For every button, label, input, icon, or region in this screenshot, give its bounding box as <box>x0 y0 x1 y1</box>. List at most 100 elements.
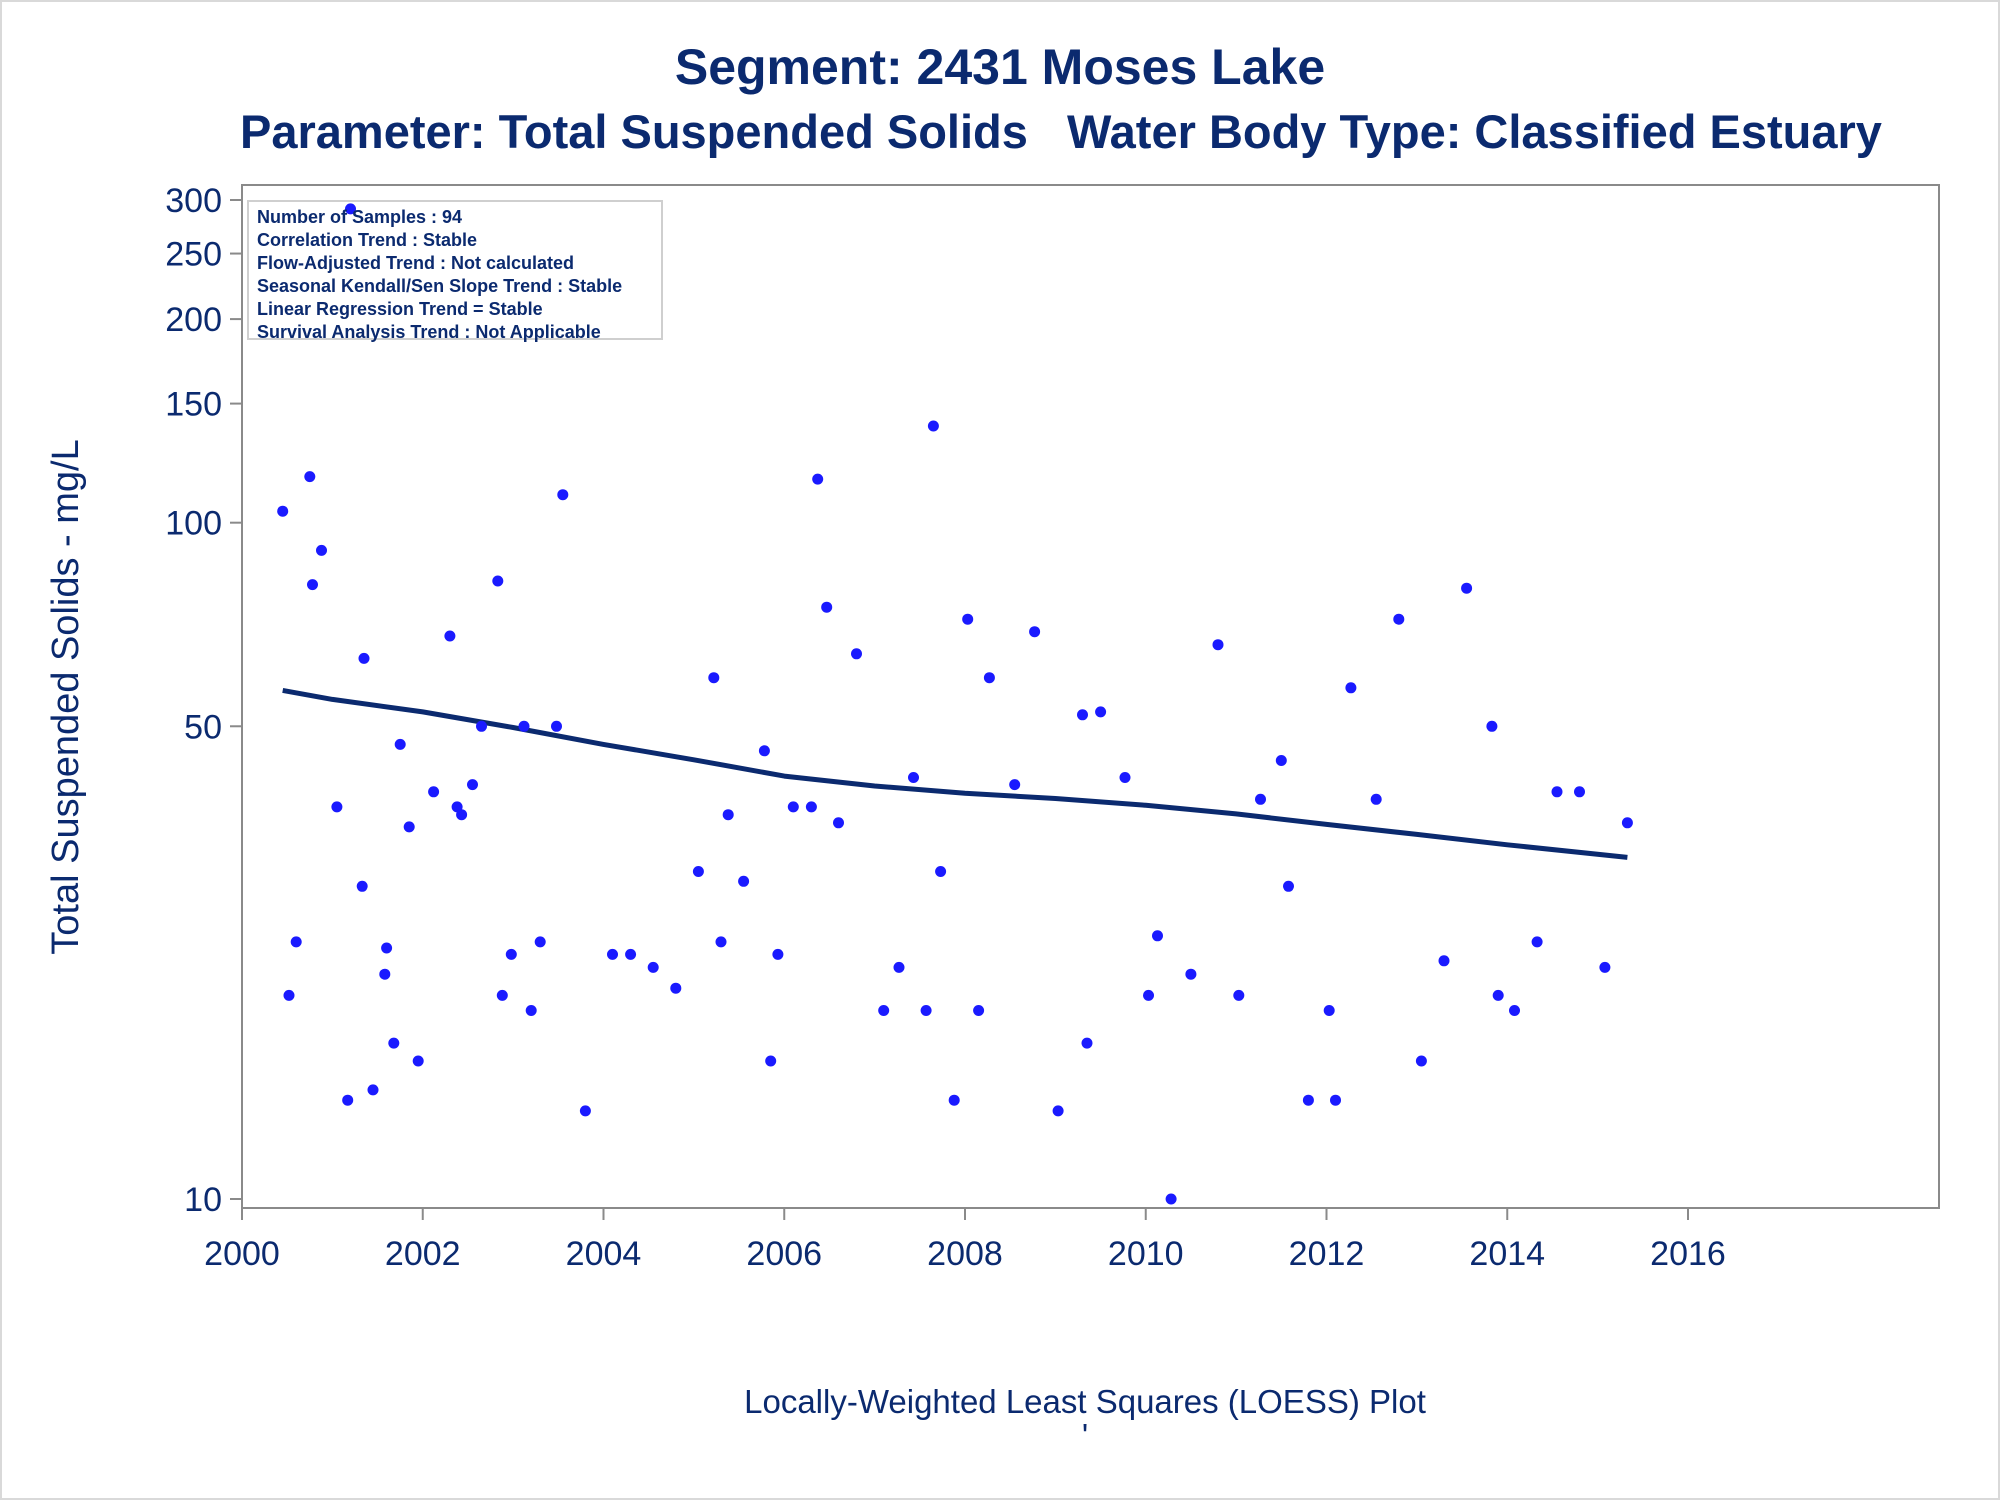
data-point <box>428 786 440 798</box>
data-point <box>551 720 562 732</box>
y-tick-label: 300 <box>165 182 222 220</box>
data-point <box>1486 720 1498 732</box>
data-point <box>1029 626 1041 638</box>
data-point <box>1461 582 1473 594</box>
data-point <box>412 1055 424 1067</box>
data-point <box>331 801 343 813</box>
loess-trend-line <box>282 687 1628 860</box>
data-point <box>367 1084 379 1096</box>
data-point <box>388 1037 400 1049</box>
data-point <box>948 1094 960 1106</box>
data-point <box>772 948 784 960</box>
data-point <box>708 672 720 684</box>
data-point <box>379 968 391 980</box>
stat-line: Flow-Adjusted Trend : Not calculated <box>257 253 575 273</box>
data-point <box>316 544 327 556</box>
data-point <box>1551 786 1563 798</box>
data-point <box>518 720 530 732</box>
data-point <box>356 880 368 892</box>
data-point <box>283 989 295 1001</box>
data-point <box>821 601 833 613</box>
data-point <box>1415 1055 1427 1067</box>
data-point <box>1152 930 1163 942</box>
data-point <box>878 1005 890 1016</box>
data-point <box>1275 755 1287 766</box>
stat-line: Number of Samples : 94 <box>257 207 463 227</box>
data-point <box>525 1005 537 1016</box>
data-point <box>983 672 995 684</box>
y-tick-label: 150 <box>165 386 222 424</box>
data-point <box>935 866 947 877</box>
data-point <box>1531 936 1543 948</box>
y-axis-label: Total Suspended Solids - mg/L <box>45 439 87 954</box>
data-point <box>1119 772 1131 783</box>
data-point <box>1185 968 1197 980</box>
data-point <box>787 801 799 813</box>
x-tick-label: 2002 <box>385 1235 461 1273</box>
data-point <box>476 720 487 732</box>
x-tick-label: 2008 <box>927 1235 1003 1273</box>
data-point <box>962 613 974 625</box>
data-point <box>1599 961 1611 973</box>
y-axis: 10 50 100 150 200 250 300 <box>165 182 242 1219</box>
data-point <box>692 866 704 877</box>
y-tick-label: 50 <box>184 708 222 746</box>
stat-line: Linear Regression Trend = Stable <box>257 299 543 319</box>
y-tick-label: 100 <box>165 505 222 543</box>
data-point <box>381 942 393 954</box>
data-point <box>496 989 508 1001</box>
x-tick-label: 2010 <box>1108 1235 1184 1273</box>
x-axis: 2000 2002 2004 2006 2008 2010 2012 2014 2016 <box>204 1208 1726 1273</box>
y-tick-label: 200 <box>165 301 222 339</box>
data-point <box>1081 1037 1093 1049</box>
data-point <box>833 817 844 829</box>
data-point <box>456 809 468 821</box>
data-point <box>1302 1094 1314 1106</box>
data-point <box>765 1055 777 1067</box>
stat-line: Survival Analysis Trend : Not Applicable <box>257 322 601 342</box>
data-point <box>1345 682 1357 694</box>
data-point <box>1370 793 1382 805</box>
x-tick-label: 2016 <box>1650 1235 1726 1273</box>
data-point <box>1330 1094 1341 1106</box>
data-point <box>277 505 289 517</box>
y-tick-label: 10 <box>184 1181 222 1219</box>
data-point <box>1077 709 1088 721</box>
data-point <box>505 948 517 960</box>
data-point <box>557 489 569 501</box>
data-point <box>1212 639 1224 651</box>
data-point <box>647 961 659 973</box>
data-point <box>534 936 546 948</box>
data-point <box>738 875 750 887</box>
data-point <box>467 779 478 791</box>
data-point <box>670 982 682 994</box>
chart-subtitle: Parameter: Total Suspended Solids Water … <box>240 105 1882 158</box>
data-point <box>394 738 406 750</box>
chart-title: Segment: 2431 Moses Lake <box>674 39 1326 95</box>
data-point <box>1574 786 1585 798</box>
footnote-mark: ' <box>1082 1417 1088 1454</box>
data-point <box>920 1005 932 1016</box>
data-point <box>1255 793 1266 805</box>
data-point <box>927 420 939 432</box>
data-point <box>1621 817 1633 829</box>
loess-trend-layer <box>282 687 1628 860</box>
data-point <box>1165 1193 1177 1205</box>
data-point <box>1283 880 1294 892</box>
data-point <box>812 473 824 485</box>
stat-line: Correlation Trend : Stable <box>257 230 478 250</box>
data-point <box>973 1005 985 1016</box>
data-point <box>625 948 637 960</box>
x-tick-label: 2000 <box>204 1235 280 1273</box>
data-point <box>1052 1105 1064 1117</box>
data-point <box>1233 989 1245 1001</box>
data-point <box>758 745 770 757</box>
data-point <box>307 579 318 591</box>
data-point <box>722 809 734 821</box>
y-tick-label: 250 <box>165 236 222 274</box>
data-point <box>607 948 618 960</box>
data-point <box>342 1094 354 1106</box>
x-tick-label: 2014 <box>1469 1235 1545 1273</box>
